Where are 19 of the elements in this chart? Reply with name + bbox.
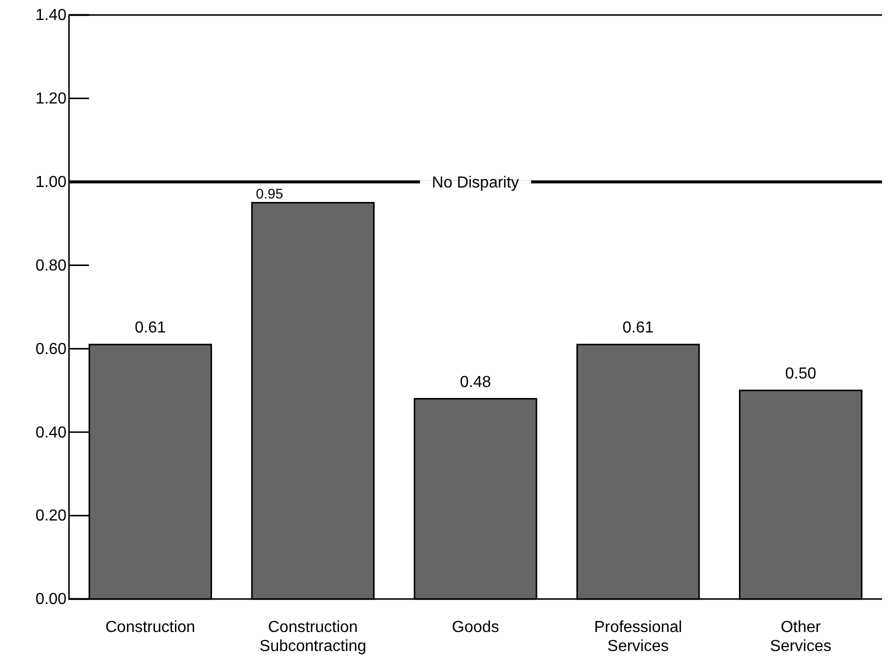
data-label: 0.61 xyxy=(134,320,166,337)
y-tick-label: 0.00 xyxy=(35,591,67,608)
x-tick-label: Goods xyxy=(452,619,500,636)
x-tick-label: Professional Services xyxy=(594,619,682,656)
ref-line-label: No Disparity xyxy=(432,174,520,192)
y-tick-label: 0.20 xyxy=(35,508,67,525)
data-label: 0.95 xyxy=(256,186,284,202)
x-tick-label: Other Services xyxy=(770,619,832,656)
data-label: 0.48 xyxy=(460,374,492,391)
y-tick-label: 0.80 xyxy=(35,257,67,274)
data-label: 0.61 xyxy=(622,320,654,337)
y-tick-label: 1.40 xyxy=(35,7,67,24)
x-tick-label: Construction Subcontracting xyxy=(260,619,366,656)
y-tick-label: 0.60 xyxy=(35,340,67,358)
x-tick-label: Construction xyxy=(105,619,196,636)
data-label: 0.50 xyxy=(785,365,816,382)
y-tick-label: 1.00 xyxy=(35,174,67,191)
y-tick-label: 1.20 xyxy=(35,90,67,108)
y-tick-label: 0.40 xyxy=(35,424,67,442)
